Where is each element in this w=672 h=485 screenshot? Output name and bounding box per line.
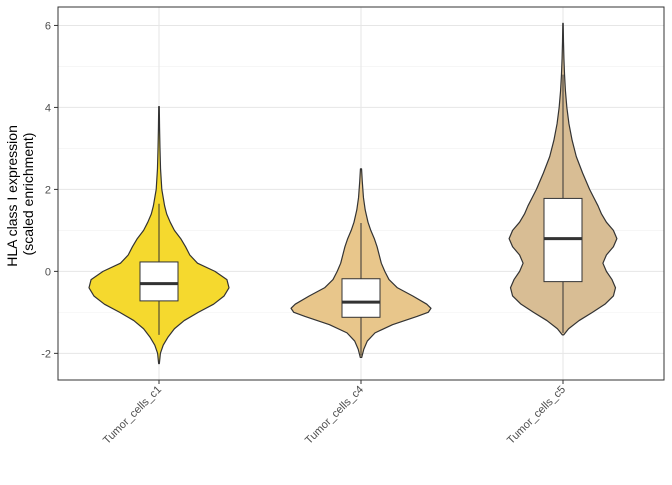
y-tick-label: -2: [41, 348, 51, 360]
x-tick-label: Tumor_cells_c5: [505, 384, 568, 447]
box-iqr: [341, 278, 381, 318]
x-tick-label: Tumor_cells_c1: [101, 384, 164, 447]
violin-group-2: [290, 168, 432, 359]
violins: [88, 22, 618, 365]
violin-group-3: [508, 22, 618, 336]
y-tick-label: 0: [45, 266, 51, 278]
x-axis-ticks: Tumor_cells_c1 Tumor_cells_c4 Tumor_cells_…: [101, 380, 568, 447]
y-tick-label: 6: [45, 20, 51, 32]
y-axis-label-line2: (scaled enrichment): [20, 133, 36, 256]
y-axis-label: HLA class I expression (scaled enrichmen…: [4, 121, 36, 267]
x-tick-label: Tumor_cells_c4: [303, 384, 366, 447]
y-axis-ticks: -2 0 2 4 6: [41, 20, 58, 360]
box-iqr: [139, 261, 179, 302]
y-axis-label-line1: HLA class I expression: [4, 125, 20, 267]
y-tick-label: 4: [45, 102, 51, 114]
y-tick-label: 2: [45, 184, 51, 196]
violin-group-1: [88, 106, 230, 365]
